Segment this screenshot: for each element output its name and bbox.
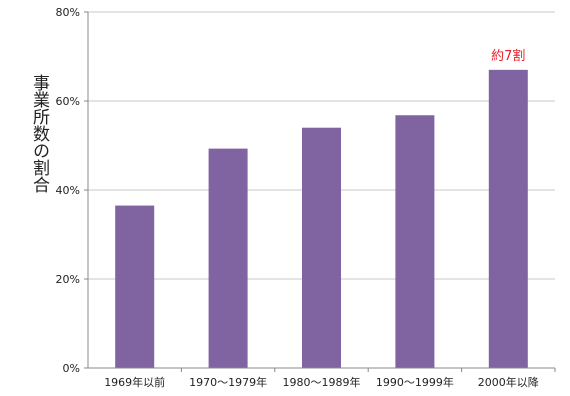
bar <box>208 148 248 368</box>
y-tick-label: 60% <box>56 95 80 108</box>
y-tick-label: 40% <box>56 184 80 197</box>
x-tick-label: 2000年以降 <box>478 375 539 389</box>
annotations: 約7割 <box>491 48 525 64</box>
bar <box>395 115 435 369</box>
x-tick-label: 1969年以前 <box>104 375 165 389</box>
bar <box>115 205 155 368</box>
y-tick-label: 20% <box>56 273 80 286</box>
x-tick-label: 1990〜1999年 <box>376 375 454 389</box>
x-tick-labels: 1969年以前 1970〜1979年 1980〜1989年 1990〜1999年 200… <box>104 375 539 389</box>
annotation-label: 約7割 <box>491 48 525 64</box>
y-tick-label: 0% <box>63 362 80 375</box>
x-tick-label: 1970〜1979年 <box>189 375 267 389</box>
y-tick-labels: 0% 20% 40% 60% 80% <box>56 6 80 375</box>
bar <box>302 127 341 368</box>
axes <box>84 11 556 372</box>
bar <box>488 69 528 368</box>
bars <box>115 69 528 369</box>
x-tick-label: 1980〜1989年 <box>283 375 361 389</box>
y-axis-label: 事業所数の割合 <box>29 74 49 193</box>
y-tick-label: 80% <box>56 6 80 19</box>
